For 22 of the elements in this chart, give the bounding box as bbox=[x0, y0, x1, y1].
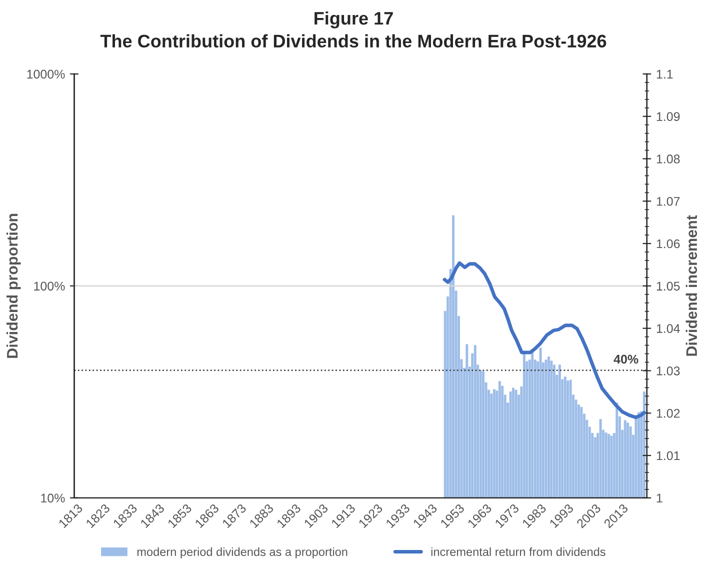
legend-label: incremental return from dividends bbox=[431, 547, 606, 556]
ref-line-label: 40% bbox=[614, 354, 638, 364]
y2-tick-label: 1.03 bbox=[656, 366, 680, 376]
y2-tick-label: 1.04 bbox=[656, 324, 680, 333]
y-tick-label: 100% bbox=[34, 282, 65, 291]
y2-axis-title: Dividend increment bbox=[686, 215, 698, 356]
y-tick-label: 1000% bbox=[27, 70, 65, 79]
y2-tick-label: 1 bbox=[656, 494, 662, 502]
y-axis-title: Dividend proportion bbox=[6, 214, 21, 358]
y2-tick-label: 1.01 bbox=[656, 451, 680, 460]
y2-tick-label: 1.07 bbox=[656, 196, 680, 206]
y2-tick-label: 1.02 bbox=[656, 408, 680, 418]
y2-tick-label: 1.09 bbox=[656, 112, 680, 122]
y2-tick-label: 1.1 bbox=[656, 70, 673, 78]
y2-tick-label: 1.05 bbox=[656, 282, 680, 291]
y2-tick-label: 1.06 bbox=[656, 239, 680, 248]
chart-title: Figure 17 bbox=[314, 11, 393, 28]
legend-label: modern period dividends as a proportion bbox=[137, 547, 348, 558]
line-series bbox=[442, 261, 646, 420]
y-tick-label: 10% bbox=[41, 494, 65, 503]
chart-subtitle: The Contribution of Dividends in the Modern Era Post-1926 bbox=[100, 34, 606, 48]
y2-tick-label: 1.08 bbox=[656, 154, 680, 164]
